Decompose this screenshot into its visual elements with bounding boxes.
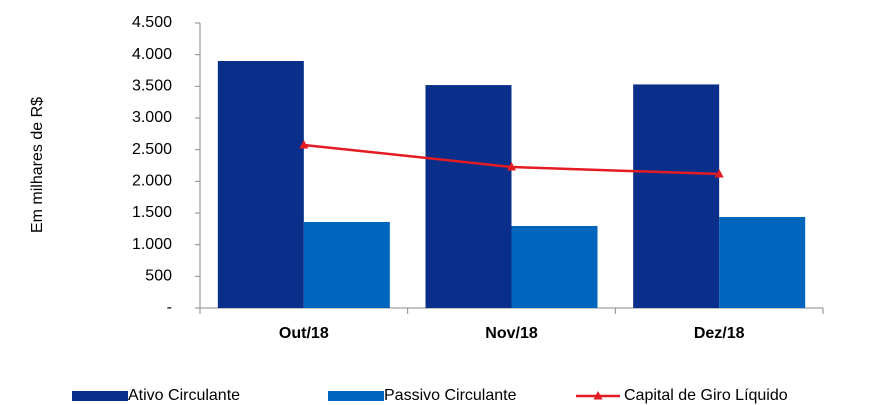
legend-label: Passivo Circulante [384,387,517,404]
y-tick-label: 1.500 [132,204,172,221]
bar [719,216,806,308]
bar [303,221,390,308]
y-tick-label: 1.000 [132,236,172,253]
bar [633,84,720,308]
y-tick-label: - [167,299,172,316]
legend-swatch [593,391,603,400]
line-marker [507,162,516,171]
y-tick-label: 4.000 [132,46,172,63]
x-tick-label: Dez/18 [694,325,745,342]
y-tick-label: 2.000 [132,173,172,190]
legend-swatch [72,391,128,401]
bar [425,85,512,308]
bar [217,61,304,308]
y-axis-label: Em milhares de R$ [29,97,46,233]
line-marker [714,168,724,178]
y-tick-label: 2.500 [132,141,172,158]
line-marker [299,139,309,149]
legend-swatch [328,391,384,401]
bar [511,225,598,308]
y-tick-label: 3.000 [132,109,172,126]
legend-label: Ativo Circulante [128,387,240,404]
x-tick-label: Nov/18 [485,325,538,342]
y-tick-label: 3.500 [132,78,172,95]
x-tick-label: Out/18 [279,325,329,342]
legend-label: Capital de Giro Líquido [624,387,788,404]
y-tick-label: 500 [145,268,172,285]
y-tick-label: 4.500 [132,14,172,31]
